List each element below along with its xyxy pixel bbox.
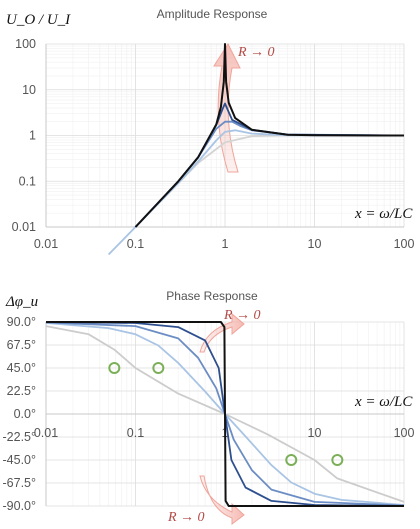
marker-point: [108, 362, 121, 374]
phase-series: [45, 321, 405, 507]
y-tick-label: 90.0°: [7, 315, 36, 329]
marker-point: [152, 362, 165, 374]
phase-title: Phase Response: [166, 289, 258, 303]
phase-x-label: x = ω/LC: [354, 394, 413, 410]
x-tick-label: 0.01: [34, 426, 58, 440]
y-tick-label: 100: [15, 37, 36, 51]
amplitude-title: Amplitude Response: [157, 7, 268, 21]
phase-annotation-top: R → 0: [223, 308, 261, 323]
x-tick-label: 10: [308, 426, 322, 440]
marker-point: [285, 454, 298, 466]
x-tick-label: 0.1: [127, 237, 144, 251]
amplitude-y-label: U_O / U_I: [6, 12, 71, 28]
r-decrease-arrow-bottom-icon: [199, 475, 245, 525]
y-tick-label: 22.5°: [7, 384, 36, 398]
amplitude-series: [107, 43, 405, 256]
x-tick-label: 0.1: [127, 426, 144, 440]
phase-annotation-bottom: R → 0: [167, 510, 205, 525]
amplitude-y-ticks: 0.01 0.1 1 10 100: [12, 37, 36, 234]
y-tick-label: 10: [22, 83, 36, 97]
phase-y-label: Δφ_u: [5, 294, 38, 310]
phase-y-ticks: 90.0° 67.5° 45.0° 22.5° 0.0° -22.5° -45.0° -67.…: [3, 315, 37, 513]
series-line: [134, 43, 405, 228]
series-line: [45, 325, 405, 503]
series-line: [107, 129, 405, 256]
phase-x-ticks: 0.01 0.1 1 10 100: [34, 426, 415, 440]
amplitude-grid: [45, 43, 405, 228]
y-tick-label: -90.0°: [3, 499, 37, 513]
y-tick-label: 67.5°: [7, 338, 36, 352]
y-tick-label: -45.0°: [3, 453, 37, 467]
r-decrease-arrow-top-icon: [199, 312, 245, 353]
phase-markers: [108, 362, 344, 466]
y-tick-label: -67.5°: [3, 476, 37, 490]
amplitude-chart: Amplitude Response U_O / U_I x = ω/LC 0.…: [6, 7, 415, 256]
y-tick-label: 1: [29, 129, 36, 143]
amplitude-x-label: x = ω/LC: [354, 206, 413, 222]
x-tick-label: 100: [394, 426, 415, 440]
amplitude-annotation: R → 0: [237, 45, 275, 60]
y-tick-label: 45.0°: [7, 361, 36, 375]
phase-chart: Phase Response Δφ_u x = ω/LC 0.01 0.1 1 10 1…: [3, 289, 415, 525]
phase-r-arrows: [199, 312, 245, 525]
x-tick-label: 100: [394, 237, 415, 251]
x-tick-label: 0.01: [34, 237, 58, 251]
series-line: [46, 321, 404, 507]
y-tick-label: -22.5°: [3, 430, 37, 444]
marker-point: [331, 454, 344, 466]
x-tick-label: 10: [308, 237, 322, 251]
x-tick-label: 1: [222, 237, 229, 251]
y-tick-label: 0.1: [19, 174, 36, 188]
y-tick-label: 0.0°: [14, 407, 36, 421]
y-tick-label: 0.01: [12, 220, 36, 234]
amplitude-x-ticks: 0.01 0.1 1 10 100: [34, 237, 415, 251]
